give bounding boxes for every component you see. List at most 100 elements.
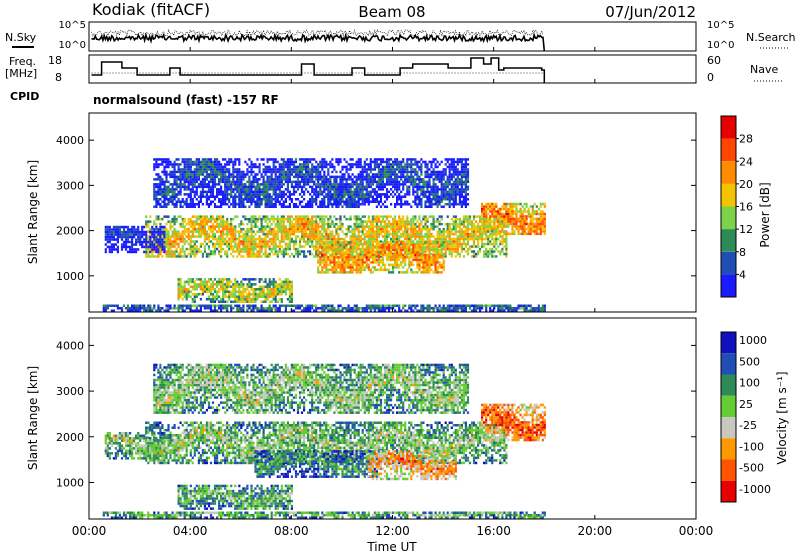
range-cell: [317, 165, 320, 169]
range-cell: [290, 168, 293, 171]
range-cell: [145, 307, 148, 310]
range-cell: [228, 298, 231, 301]
range-cell: [305, 165, 308, 169]
range-cell: [242, 237, 245, 241]
range-cell: [153, 168, 156, 171]
range-cell: [292, 227, 296, 231]
range-cell: [381, 183, 385, 186]
range-cell: [197, 205, 200, 208]
range-cell: [189, 237, 192, 241]
range-cell: [179, 203, 182, 206]
range-cell: [191, 235, 194, 238]
range-cell: [266, 203, 269, 206]
range-cell: [173, 188, 176, 191]
range-cell: [319, 271, 322, 274]
range-cell: [270, 309, 273, 312]
range-cell: [163, 248, 166, 251]
range-cell: [355, 253, 358, 257]
range-cell: [373, 235, 376, 238]
range-cell: [189, 309, 192, 312]
range-cell: [207, 288, 211, 291]
range-cell: [189, 307, 192, 310]
range-cell: [213, 307, 217, 310]
range-cell: [390, 258, 393, 262]
range-cell: [242, 288, 245, 291]
range-cell: [367, 220, 370, 223]
range-cell: [199, 193, 202, 196]
range-cell: [224, 163, 227, 166]
range-cell: [294, 307, 298, 310]
range-cell: [282, 232, 285, 236]
range-cell: [205, 237, 208, 241]
range-cell: [232, 188, 235, 191]
range-cell: [224, 198, 227, 201]
range-cell: [145, 247, 148, 251]
range-cell: [205, 222, 208, 226]
range-cell: [333, 237, 336, 241]
range-cell: [284, 175, 287, 179]
range-cell: [377, 195, 380, 198]
range-cell: [256, 158, 259, 161]
range-cell: [379, 158, 383, 161]
range-cell: [165, 178, 168, 181]
range-cell: [211, 222, 215, 226]
range-cell: [280, 217, 283, 221]
range-cell: [394, 185, 397, 189]
range-cell: [242, 188, 245, 191]
range-cell: [248, 290, 251, 293]
range-cell: [157, 230, 160, 234]
range-cell: [163, 168, 166, 171]
range-cell: [213, 245, 217, 248]
range-cell: [392, 232, 395, 236]
range-cell: [230, 185, 233, 189]
range-cell: [398, 235, 401, 238]
range-cell: [315, 240, 318, 243]
range-cell: [163, 230, 166, 234]
range-cell: [248, 280, 251, 284]
range-cell: [394, 261, 397, 264]
range-cell: [238, 307, 241, 310]
range-cell: [290, 200, 293, 203]
range-cell: [290, 222, 293, 226]
range-cell: [163, 205, 166, 208]
range-cell: [216, 173, 219, 176]
range-cell: [226, 193, 229, 196]
range-cell: [292, 225, 296, 228]
range-cell: [317, 266, 320, 269]
range-cell: [234, 240, 237, 243]
range-cell: [216, 283, 219, 286]
range-cell: [175, 163, 178, 166]
range-cell: [203, 307, 206, 310]
range-cell: [171, 175, 174, 179]
range-cell: [404, 183, 407, 186]
range-cell: [213, 283, 217, 286]
range-cell: [191, 288, 194, 291]
range-cell: [278, 185, 281, 189]
range-cell: [242, 298, 245, 301]
range-cell: [276, 252, 279, 256]
range-cell: [341, 180, 344, 184]
range-cell: [183, 227, 186, 231]
range-cell: [361, 193, 364, 196]
range-cell: [167, 307, 170, 310]
range-cell: [315, 250, 318, 253]
range-cell: [254, 300, 257, 303]
range-cell: [232, 178, 235, 181]
range-cell: [379, 175, 383, 179]
range-cell: [203, 288, 206, 291]
range-cell: [379, 222, 383, 226]
range-cell: [209, 170, 213, 174]
range-cell: [396, 230, 399, 233]
range-cell: [226, 185, 229, 189]
range-cell: [224, 278, 227, 281]
range-cell: [398, 248, 401, 252]
range-cell: [313, 200, 316, 203]
range-cell: [171, 250, 174, 253]
range-cell: [402, 203, 405, 206]
range-cell: [207, 247, 211, 251]
range-cell: [331, 248, 334, 252]
range-cell: [319, 232, 322, 236]
range-cell: [400, 242, 403, 246]
range-cell: [181, 250, 184, 253]
range-cell: [199, 183, 202, 186]
